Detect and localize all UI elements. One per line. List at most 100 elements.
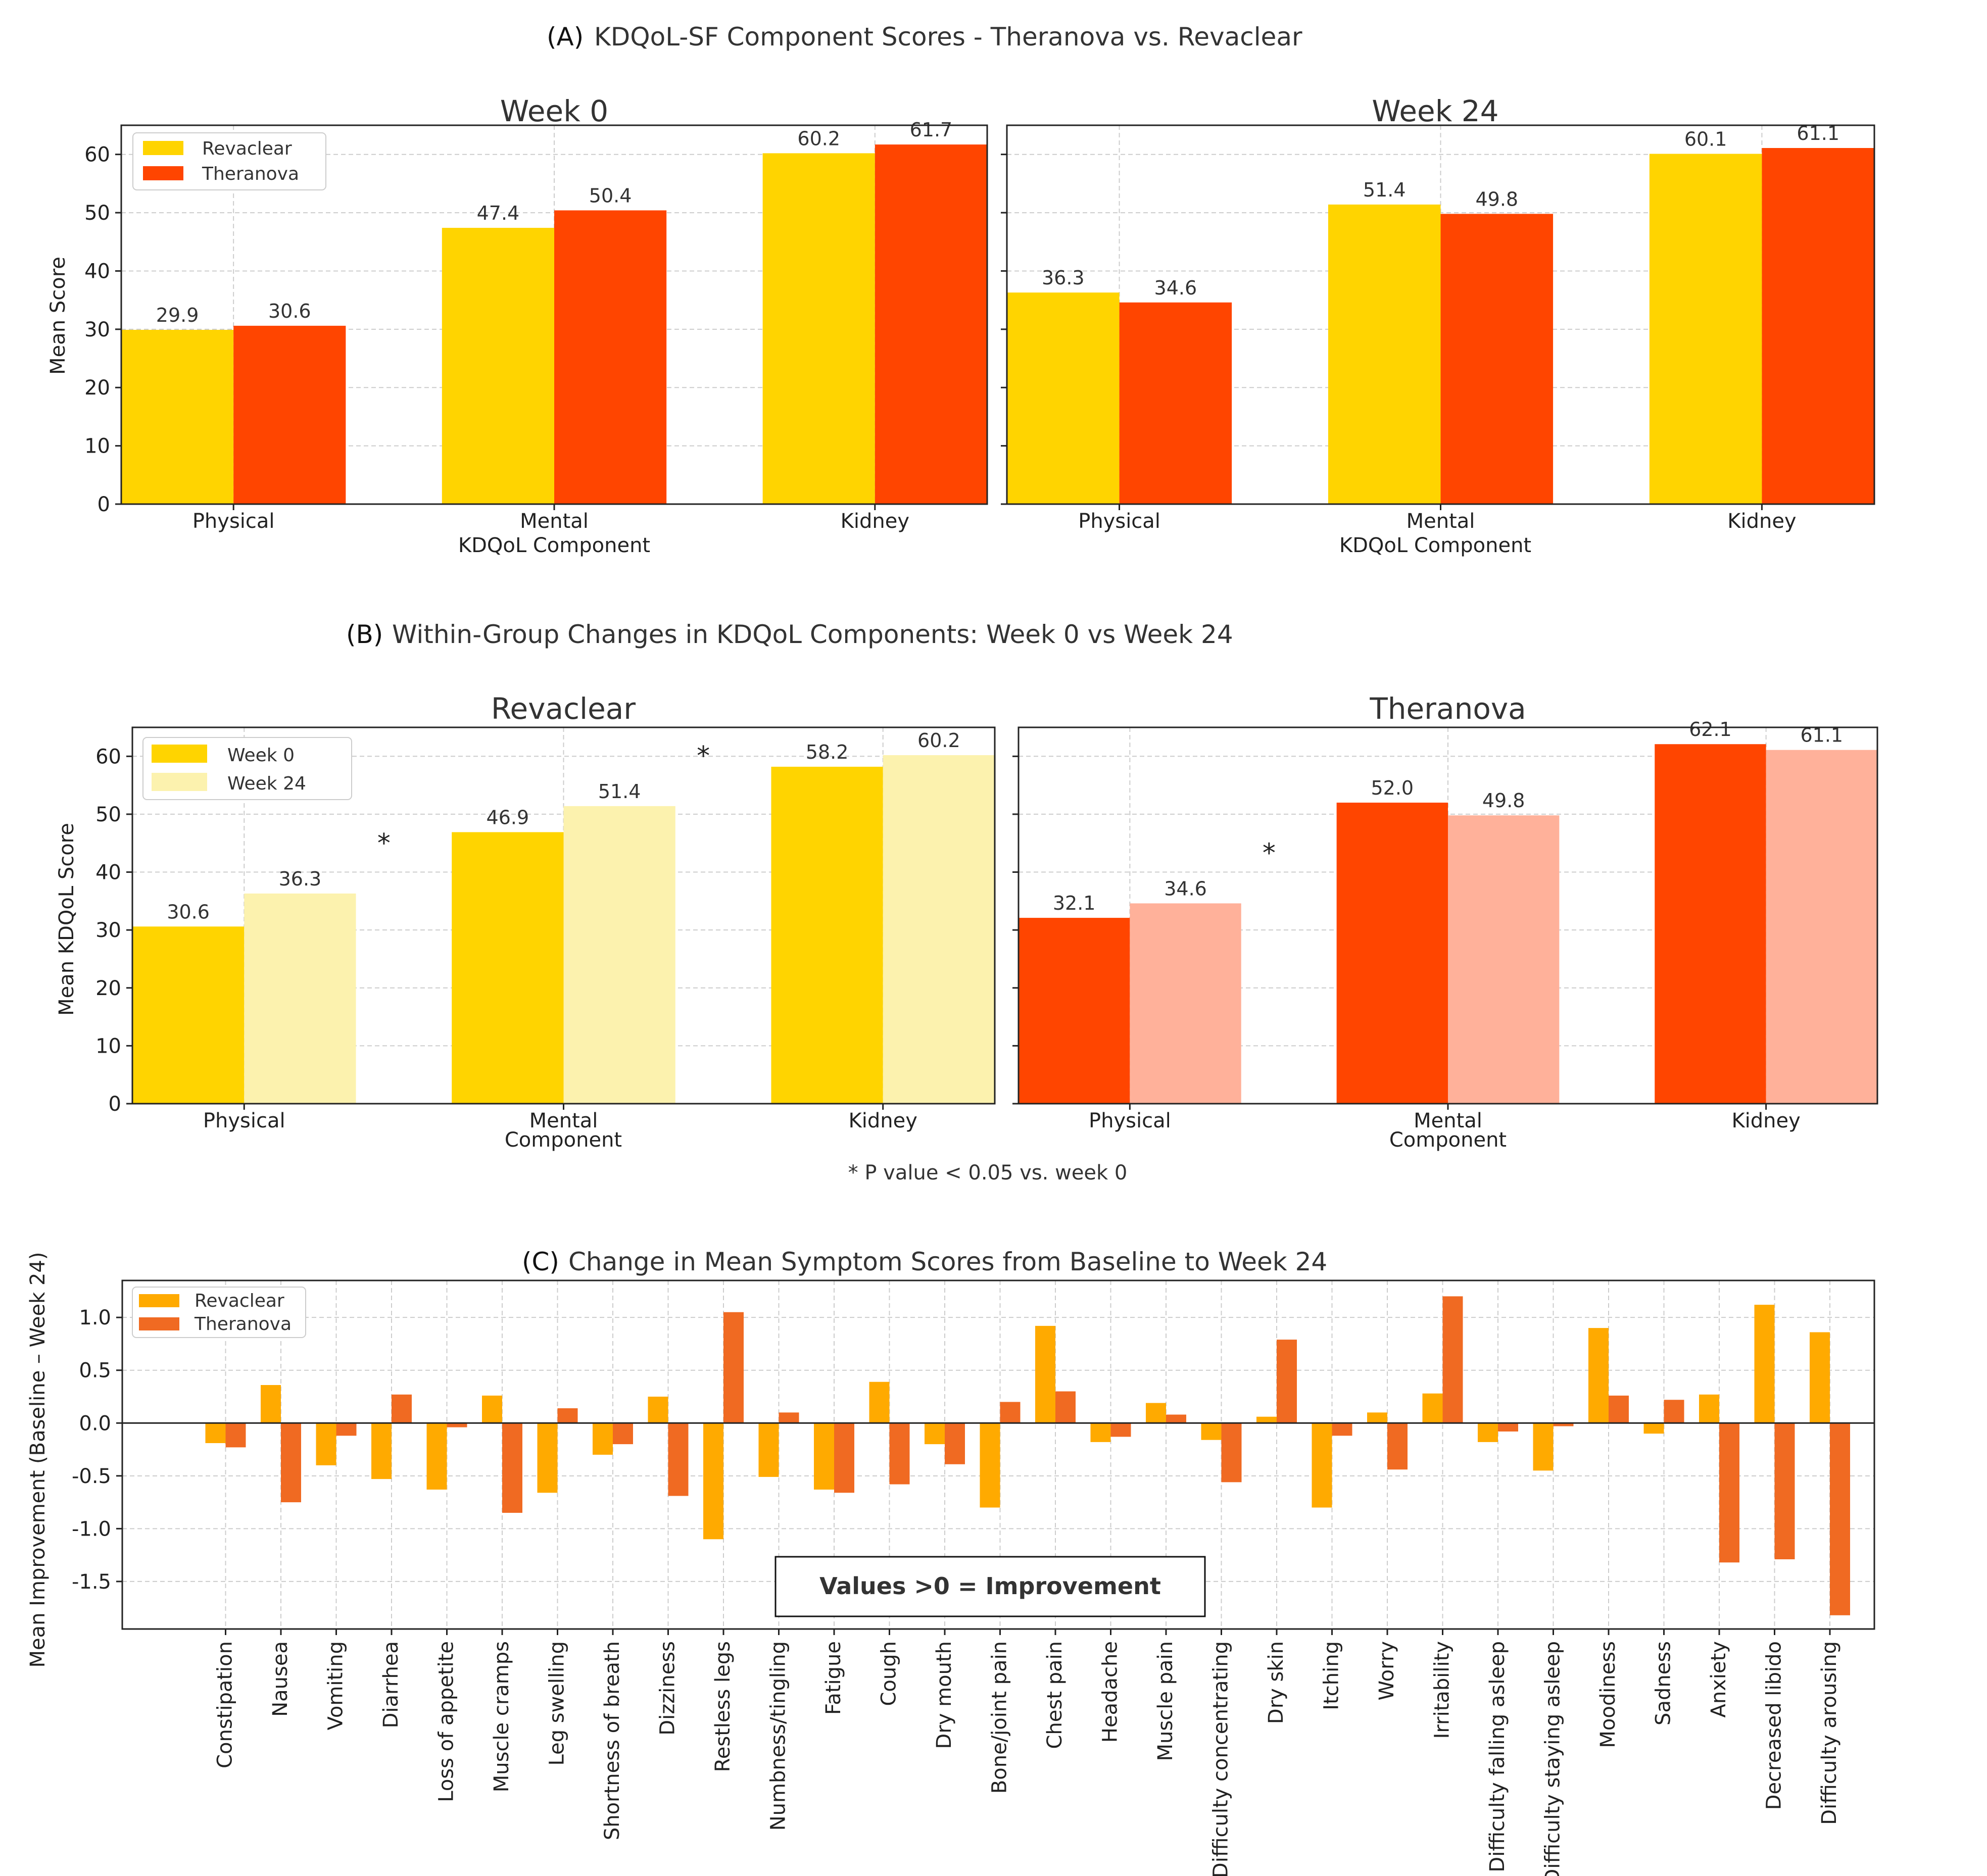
bar-revaclear-mental — [1328, 204, 1441, 504]
x-tick-label-physical: Physical — [192, 510, 275, 533]
x-tick-label-kidney: Kidney — [841, 510, 909, 533]
x-tick-label-mental: Mental — [529, 1109, 598, 1132]
bar-theranova-difficulty-concentrating — [1221, 1423, 1242, 1483]
b-revaclear-xlabel: Component — [505, 1128, 622, 1152]
plot-frame — [1017, 726, 1878, 1105]
legend-b-swatch-week0 — [152, 745, 207, 763]
value-label-week-0-physical: 32.1 — [1053, 892, 1096, 914]
bar-revaclear-worry — [1367, 1412, 1387, 1423]
value-label-week-24-mental: 49.8 — [1482, 789, 1525, 812]
value-label-week-24-physical: 36.3 — [279, 868, 322, 890]
y-tick-label: 0 — [109, 1093, 121, 1116]
legend-c-swatch-revaclear — [139, 1294, 179, 1307]
bar-theranova-physical — [1119, 302, 1232, 504]
bar-theranova-worry — [1387, 1423, 1408, 1470]
bar-theranova-difficulty-falling-asleep — [1498, 1423, 1518, 1431]
x-tick-label-leg-swelling: Leg swelling — [546, 1641, 569, 1766]
x-tick-label-shortness-of-breath: Shortness of breath — [601, 1641, 624, 1840]
significance-star-physical: * — [1263, 838, 1276, 868]
bar-theranova-anxiety — [1719, 1423, 1739, 1563]
x-tick-label-moodiness: Moodiness — [1596, 1641, 1620, 1748]
x-tick-label-numbness-tingling: Numbness/tingling — [767, 1641, 790, 1831]
panel-a-title: KDQoL-SF Component Scores - Theranova vs… — [594, 22, 1302, 52]
y-tick-label: 60 — [95, 745, 121, 768]
value-label-week-0-physical: 30.6 — [167, 901, 210, 923]
bar-revaclear-difficulty-falling-asleep — [1478, 1423, 1498, 1442]
a-week24-title: Week 24 — [1372, 94, 1498, 128]
legend-c: Revaclear Theranova — [132, 1287, 306, 1338]
x-tick-label-dry-skin: Dry skin — [1265, 1641, 1288, 1724]
b-theranova-xlabel: Component — [1389, 1128, 1507, 1152]
bar-revaclear-kidney — [1649, 154, 1762, 504]
bar-theranova-kidney — [1762, 148, 1874, 504]
bar-revaclear-irritability — [1422, 1393, 1443, 1423]
bar-theranova-shortness-of-breath — [613, 1423, 633, 1445]
bar-revaclear-difficulty-concentrating — [1201, 1423, 1222, 1440]
y-tick-label: 0.0 — [79, 1412, 111, 1435]
x-tick-label-difficulty-concentrating: Difficulty concentrating — [1209, 1641, 1233, 1876]
bar-theranova-mental — [554, 210, 667, 504]
significance-star-physical: * — [377, 828, 391, 859]
plot-c: 1.0 0.5 0.0 -0.5 -1.0 -1.5 Constipation Nausea V… — [72, 1279, 1875, 1876]
value-label-theranova-physical: 30.6 — [268, 300, 311, 322]
bar-revaclear-headache — [1090, 1423, 1111, 1442]
bar-revaclear-moodiness — [1588, 1328, 1609, 1423]
x-tick-label-bone-joint-pain: Bone/joint pain — [988, 1641, 1011, 1794]
panel-b: (B) Within-Group Changes in KDQoL Compon… — [55, 620, 1878, 1184]
x-tick-label-loss-of-appetite: Loss of appetite — [435, 1641, 458, 1802]
bar-theranova-bone-joint-pain — [1000, 1402, 1021, 1423]
value-label-revaclear-kidney: 60.1 — [1684, 128, 1727, 151]
bar-revaclear-difficulty-arousing — [1810, 1332, 1830, 1423]
bar-revaclear-kidney — [762, 153, 875, 504]
legend-a: Revaclear Theranova — [132, 132, 326, 190]
x-tick-label-difficulty-arousing: Difficulty arousing — [1818, 1641, 1841, 1825]
bar-theranova-restless-legs — [723, 1312, 744, 1423]
x-tick-label-decreased-libido: Decreased libido — [1763, 1641, 1786, 1810]
plot-frame — [1006, 124, 1875, 505]
value-label-theranova-mental: 49.8 — [1475, 188, 1518, 210]
y-tick-label: 20 — [95, 977, 121, 1000]
bar-theranova-numbness-tingling — [779, 1412, 799, 1423]
panel-c-title: Change in Mean Symptom Scores from Basel… — [568, 1247, 1327, 1276]
bar-theranova-dry-skin — [1277, 1340, 1297, 1423]
legend-a-swatch-revaclear — [143, 141, 183, 155]
x-tick-label-dizziness: Dizziness — [656, 1641, 680, 1736]
bar-revaclear-dry-mouth — [925, 1423, 945, 1445]
bar-theranova-sadness — [1664, 1400, 1684, 1423]
bar-revaclear-restless-legs — [703, 1423, 723, 1540]
value-label-week-0-kidney: 62.1 — [1689, 718, 1732, 740]
x-tick-label-restless-legs: Restless legs — [711, 1641, 735, 1772]
bar-revaclear-chest-pain — [1035, 1325, 1055, 1423]
bar-week-24-mental — [563, 806, 675, 1104]
bar-revaclear-diarrhea — [371, 1423, 392, 1479]
a-week0-title: Week 0 — [500, 94, 608, 128]
bar-week-24-kidney — [1766, 750, 1877, 1104]
bar-revaclear-itching — [1312, 1423, 1332, 1508]
bar-theranova-vomiting — [336, 1423, 357, 1436]
x-tick-label-kidney: Kidney — [1727, 510, 1796, 533]
x-tick-label-headache: Headache — [1099, 1641, 1122, 1743]
bar-week-24-physical — [1130, 903, 1241, 1104]
a-ylabel: Mean Score — [46, 257, 70, 375]
bar-theranova-itching — [1332, 1423, 1352, 1436]
legend-b-label-week24: Week 24 — [227, 773, 306, 794]
y-tick-label: 30 — [95, 919, 121, 942]
bar-theranova-difficulty-arousing — [1830, 1423, 1850, 1615]
plot-b-revaclear: 0 10 20 30 40 50 60 30.6 36.3 * Physical 46.9 51.4 * M… — [95, 726, 996, 1132]
b-theranova-title: Theranova — [1369, 692, 1526, 726]
y-tick-label: 0.5 — [79, 1359, 111, 1383]
plot-frame — [131, 726, 996, 1105]
x-tick-label-physical: Physical — [1078, 510, 1160, 533]
legend-a-label-theranova: Theranova — [202, 164, 299, 184]
value-label-week-24-physical: 34.6 — [1164, 877, 1207, 900]
y-tick-label: 10 — [95, 1034, 121, 1058]
bar-theranova-dizziness — [668, 1423, 689, 1496]
bar-theranova-decreased-libido — [1774, 1423, 1795, 1559]
bar-revaclear-difficulty-staying-asleep — [1533, 1423, 1554, 1471]
y-tick-label: 40 — [95, 861, 121, 884]
bar-revaclear-sadness — [1643, 1423, 1664, 1434]
x-tick-label-physical: Physical — [203, 1109, 285, 1132]
bar-revaclear-physical — [1007, 292, 1120, 504]
